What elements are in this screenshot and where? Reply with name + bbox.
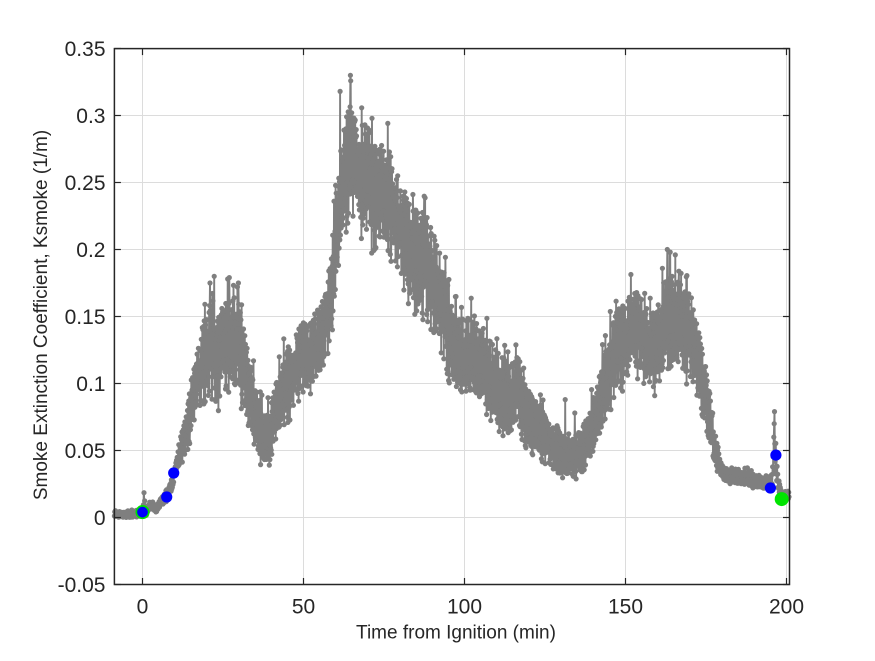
svg-text:0.05: 0.05	[65, 440, 106, 463]
svg-text:0: 0	[94, 507, 106, 530]
svg-text:0.15: 0.15	[65, 306, 106, 329]
svg-text:0.2: 0.2	[76, 239, 105, 262]
svg-text:Smoke Extinction Coefficient,: Smoke Extinction Coefficient, Ksmoke (1/…	[31, 130, 52, 500]
svg-text:0: 0	[137, 595, 149, 618]
svg-text:100: 100	[447, 595, 482, 618]
svg-text:0.3: 0.3	[76, 105, 105, 128]
svg-text:0.1: 0.1	[76, 373, 105, 396]
svg-text:Time from Ignition (min): Time from Ignition (min)	[356, 623, 556, 644]
svg-text:50: 50	[292, 595, 315, 618]
svg-text:150: 150	[608, 595, 643, 618]
svg-text:200: 200	[769, 595, 804, 618]
svg-text:0.35: 0.35	[65, 38, 106, 61]
svg-text:-0.05: -0.05	[58, 574, 106, 597]
svg-text:0.25: 0.25	[65, 172, 106, 195]
